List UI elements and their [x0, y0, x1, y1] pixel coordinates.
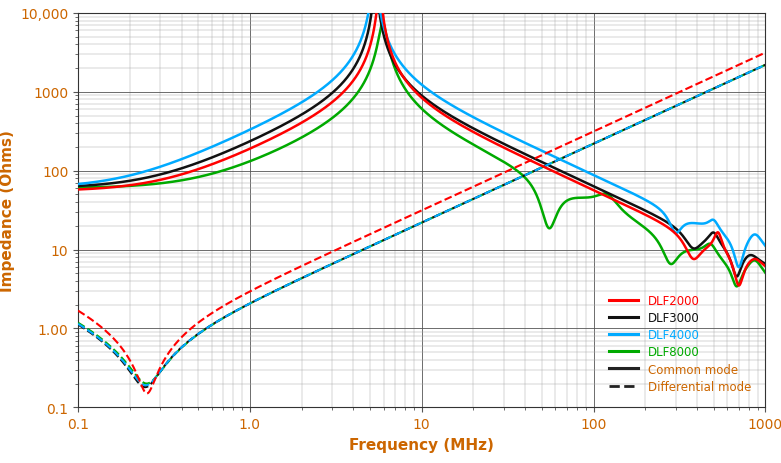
- Y-axis label: Impedance (Ohms): Impedance (Ohms): [0, 130, 15, 291]
- X-axis label: Frequency (MHz): Frequency (MHz): [349, 437, 494, 451]
- Legend: DLF2000, DLF3000, DLF4000, DLF8000, Common mode, Differential mode: DLF2000, DLF3000, DLF4000, DLF8000, Comm…: [604, 290, 756, 398]
